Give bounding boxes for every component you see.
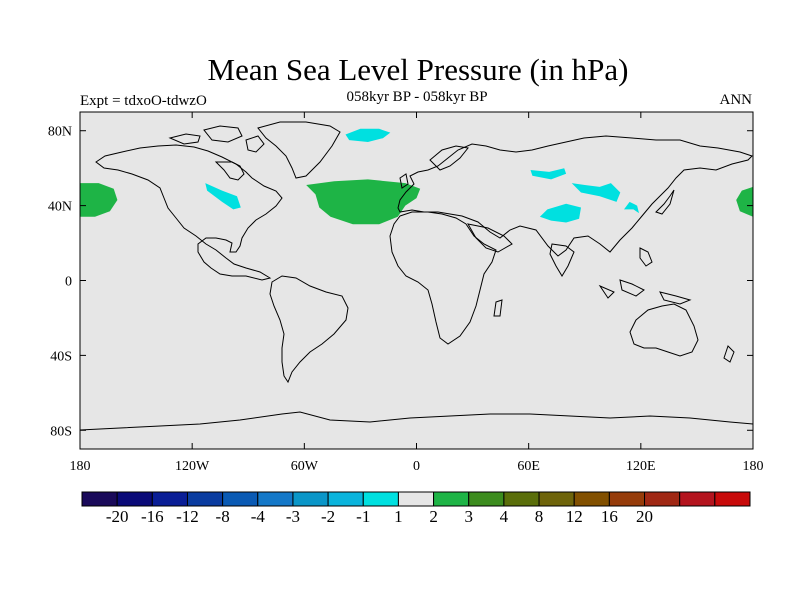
- colorbar-label: -1: [356, 507, 370, 526]
- colorbar-label: -3: [286, 507, 300, 526]
- anomaly-region-tibet-negative: [539, 203, 581, 223]
- lat-tick-label: 80N: [48, 125, 72, 140]
- lon-tick-label: 60W: [291, 459, 319, 474]
- lon-tick-label: 60E: [517, 459, 540, 474]
- colorbar-swatch: [714, 491, 751, 507]
- colorbar-label: 4: [500, 507, 509, 526]
- colorbar-label: -12: [176, 507, 199, 526]
- colorbar-swatch: [257, 491, 294, 507]
- time-period-label: 058kyr BP - 058kyr BP: [346, 89, 488, 105]
- colorbar-label: 2: [429, 507, 438, 526]
- anomaly-region-north-america-negative: [205, 183, 241, 210]
- lon-tick-label: 0: [413, 459, 420, 474]
- colorbar-swatch: [327, 491, 364, 507]
- colorbar-label: 8: [535, 507, 544, 526]
- colorbar-label: 1: [394, 507, 403, 526]
- colorbar-swatch: [362, 491, 399, 507]
- anomaly-region-north-atlantic-positive: [306, 179, 421, 225]
- lat-tick-label: 40N: [48, 200, 72, 215]
- lon-tick-label: 180: [70, 459, 91, 474]
- lat-tick-label: 40S: [50, 349, 72, 364]
- anomaly-region-north-pacific-positive: [80, 183, 118, 217]
- anomaly-region-siberia-negative: [530, 168, 567, 180]
- longitude-axis: 180 120W 60W 0 60E 120E 180: [70, 112, 764, 474]
- colorbar-label: 12: [566, 507, 583, 526]
- lon-tick-label: 120W: [175, 459, 210, 474]
- map-background: [80, 112, 753, 449]
- colorbar-swatch: [222, 491, 259, 507]
- colorbar-swatch: [433, 491, 470, 507]
- lon-tick-label: 180: [743, 459, 764, 474]
- lat-tick-label: 0: [65, 275, 72, 290]
- colorbar-swatch: [186, 491, 224, 507]
- colorbar-swatch: [397, 491, 435, 507]
- colorbar-swatch: [81, 491, 118, 507]
- colorbar-swatch: [644, 491, 681, 507]
- anomaly-regions: [80, 128, 753, 225]
- colorbar-label: 3: [464, 507, 473, 526]
- colorbar-swatch: [151, 491, 188, 507]
- lat-tick-label: 80S: [50, 424, 72, 439]
- experiment-label: Expt = tdxoO-tdwzO: [80, 93, 207, 109]
- season-label: ANN: [719, 92, 753, 108]
- colorbar-label: -2: [321, 507, 335, 526]
- lon-tick-label: 120E: [626, 459, 656, 474]
- colorbar-swatch: [468, 491, 505, 507]
- colorbar: -20 -16 -12 -8 -4 -3 -2 -1 1 2 3 4 8 12 16 20: [81, 491, 751, 526]
- anomaly-region-west-pacific-dateline-positive: [736, 186, 753, 217]
- colorbar-label: -20: [106, 507, 129, 526]
- colorbar-swatch: [573, 491, 610, 507]
- colorbar-label: -4: [251, 507, 266, 526]
- anomaly-region-east-asia-negative: [624, 201, 639, 214]
- latitude-axis: 80N 40N 0 40S 80S: [48, 125, 753, 439]
- colorbar-label: -8: [216, 507, 230, 526]
- anomaly-region-greenland-negative: [345, 128, 391, 142]
- colorbar-swatch: [538, 491, 575, 507]
- coastlines: [79, 121, 754, 431]
- colorbar-swatch: [116, 491, 153, 507]
- colorbar-label: -16: [141, 507, 164, 526]
- colorbar-label: 16: [601, 507, 618, 526]
- anomaly-region-central-asia-negative: [571, 183, 621, 202]
- colorbar-label: 20: [636, 507, 653, 526]
- colorbar-swatch: [292, 491, 329, 507]
- colorbar-swatch: [679, 491, 716, 507]
- colorbar-swatch: [608, 491, 646, 507]
- map-title: Mean Sea Level Pressure (in hPa): [207, 52, 629, 87]
- colorbar-swatch: [503, 491, 540, 507]
